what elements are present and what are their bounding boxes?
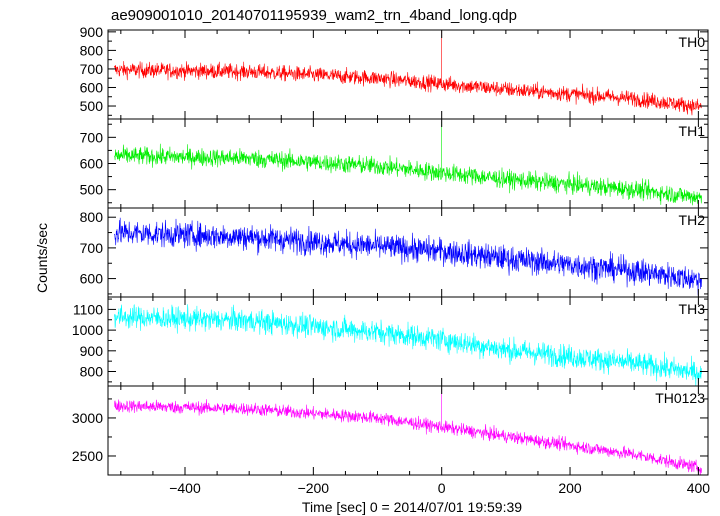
y-tick-label: 600: [80, 271, 104, 287]
y-tick-label: 700: [80, 240, 104, 256]
series-line-th0123: [114, 389, 702, 475]
panel-label: TH2: [679, 212, 706, 228]
panel-frame: [107, 385, 709, 476]
series-line-th3: [114, 304, 702, 386]
x-tick-label: 0: [438, 480, 446, 496]
panel-th3: 800 900 1000 1100 TH3: [72, 296, 709, 387]
y-axis-label: Counts/sec: [34, 223, 50, 293]
y-tick-label: 900: [80, 24, 104, 40]
y-tick-label: 600: [80, 156, 104, 172]
panel-label: TH0123: [655, 390, 705, 406]
y-tick-label: 3000: [72, 410, 103, 426]
panel-th1: 500 600 700 TH1: [80, 118, 709, 209]
panel-th0: 500 600 700 800 900 TH0: [80, 24, 709, 120]
y-tick-label: 600: [80, 79, 104, 95]
x-tick-label: 400: [687, 480, 711, 496]
chart-title: ae909001010_20140701195939_wam2_trn_4ban…: [111, 7, 517, 24]
x-tick-label: 200: [558, 480, 582, 496]
y-tick-label: 1100: [73, 301, 103, 317]
y-tick-label: 700: [80, 61, 104, 77]
panel-th0123: 2500 3000 TH0123 −400 −200 0 200 400: [72, 385, 711, 496]
panels: 500 600 700 800 900 TH0 500 600 700 TH1 600 700 800 T…: [72, 24, 710, 496]
panel-label: TH1: [679, 123, 706, 139]
x-tick-label: −200: [298, 480, 330, 496]
series-line-th1: [114, 121, 702, 206]
y-tick-label: 2500: [72, 448, 103, 464]
y-tick-label: 900: [80, 343, 104, 359]
series-line-th2: [114, 217, 702, 296]
series-line-th0: [114, 30, 702, 116]
x-tick-label: −400: [169, 480, 201, 496]
y-tick-label: 1000: [72, 322, 103, 338]
y-tick-label: 500: [80, 182, 104, 198]
panel-label: TH0: [679, 34, 706, 50]
y-tick-label: 800: [80, 42, 104, 58]
y-tick-label: 700: [80, 129, 104, 145]
y-tick-label: 800: [80, 364, 104, 380]
panel-label: TH3: [679, 301, 706, 317]
y-tick-label: 800: [80, 209, 104, 225]
y-tick-label: 500: [80, 98, 104, 114]
x-axis-label: Time [sec] 0 = 2014/07/01 19:59:39: [302, 499, 522, 515]
panel-th2: 600 700 800 TH2: [80, 207, 709, 298]
